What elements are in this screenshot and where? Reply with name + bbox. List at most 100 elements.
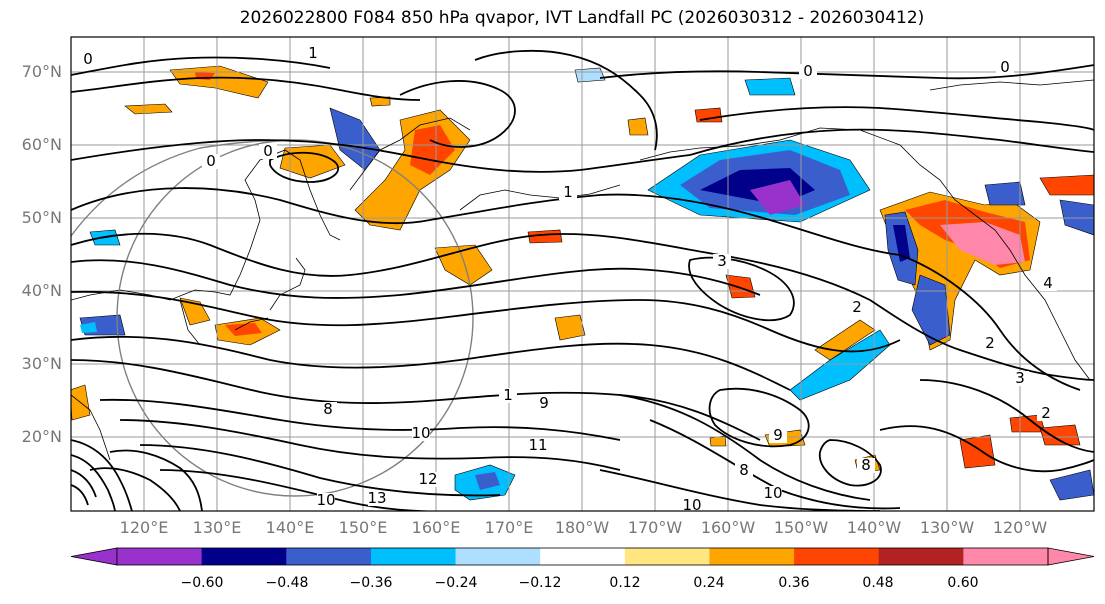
lon-label-160w: 160°W <box>700 518 756 537</box>
lon-label-140e: 140°E <box>265 518 315 537</box>
colorbar-extend-low <box>70 547 118 566</box>
contour-label-bg <box>368 491 386 506</box>
contour-label-bg <box>683 498 701 511</box>
coastlines <box>71 79 1094 461</box>
contour-label: 10 <box>682 496 701 514</box>
lat-label-20n: 20°N <box>21 427 62 446</box>
colorbar-tick-label: 0.36 <box>778 575 810 591</box>
lon-label-120w: 120°W <box>992 518 1048 537</box>
contour-label: 10 <box>763 484 782 502</box>
colorbar-tick-label: −0.60 <box>180 575 224 591</box>
contour-label: 11 <box>528 436 547 454</box>
colorbar-tick-label: 0.24 <box>693 575 725 591</box>
contour-label-bg <box>317 493 335 508</box>
lon-label-160e: 160°E <box>411 518 461 537</box>
contour-label-bg <box>319 402 337 417</box>
contour-label: 3 <box>1015 369 1025 387</box>
colorbar-segment <box>624 548 710 565</box>
qvapor-shading <box>71 65 1094 501</box>
contour-label-bg <box>1039 276 1057 291</box>
contour-label: 3 <box>717 252 727 270</box>
contour-label-bg <box>535 396 553 411</box>
lat-label-30n: 30°N <box>21 354 62 373</box>
map-title: 2026022800 F084 850 hPa qvapor, IVT Land… <box>239 8 925 28</box>
contour-label-bg <box>412 426 430 441</box>
colorbar-segment <box>794 548 880 565</box>
contour-label-bg <box>529 438 547 453</box>
contour-label: 0 <box>263 142 273 160</box>
contour-label: 1 <box>308 44 318 62</box>
colorbar-segment <box>286 548 372 565</box>
lat-label-70n: 70°N <box>21 62 62 81</box>
lon-label-170e: 170°E <box>484 518 534 537</box>
contour-label-bg <box>202 154 220 169</box>
contour-label: 4 <box>1043 274 1053 292</box>
contour-label-bg <box>713 254 731 269</box>
ivt-contours <box>71 49 1094 511</box>
contour-label: 2 <box>852 298 862 316</box>
contour-label-bg <box>981 336 999 351</box>
lat-label-50n: 50°N <box>21 208 62 227</box>
contour-label: 10 <box>316 491 335 509</box>
colorbar-segment <box>963 548 1049 565</box>
colorbar-segment <box>878 548 964 565</box>
colorbar <box>70 547 1095 566</box>
lon-label-130w: 130°W <box>919 518 975 537</box>
colorbar-segment <box>709 548 795 565</box>
contour-label-bg <box>79 52 97 67</box>
contour-label-bg <box>735 463 753 478</box>
contour-label-bg <box>559 185 577 200</box>
contour-label: 1 <box>563 183 573 201</box>
colorbar-tick-label: 0.12 <box>609 575 641 591</box>
colorbar-extend-high <box>1047 547 1095 566</box>
colorbar-tick-label: 0.60 <box>947 575 979 591</box>
contour-label-bg <box>259 144 277 159</box>
contour-label-bg <box>499 388 517 403</box>
colorbar-tick-label: −0.36 <box>349 575 393 591</box>
contour-label-bg <box>996 60 1014 75</box>
contour-label: 8 <box>861 456 871 474</box>
colorbar-tick-label: 0.48 <box>862 575 894 591</box>
map-gridlines <box>71 37 1094 511</box>
lat-label-60n: 60°N <box>21 135 62 154</box>
contour-label: 9 <box>539 394 549 412</box>
contour-label-bg <box>764 486 782 501</box>
contour-label: 0 <box>206 152 216 170</box>
lon-label-180w: 180°W <box>554 518 610 537</box>
contour-label: 10 <box>411 424 430 442</box>
lat-label-40n: 40°N <box>21 281 62 300</box>
contour-label: 12 <box>418 470 437 488</box>
colorbar-outline <box>116 547 1049 566</box>
colorbar-segment <box>117 548 203 565</box>
colorbar-segment <box>455 548 541 565</box>
contour-label-bg <box>1011 371 1029 386</box>
contour-label: 13 <box>367 489 386 507</box>
contour-label: 9 <box>773 426 783 444</box>
colorbar-tick-label: −0.24 <box>434 575 478 591</box>
contour-label: 2 <box>985 334 995 352</box>
contour-label-bg <box>304 46 322 61</box>
colorbar-segment <box>540 548 626 565</box>
colorbar-segment <box>201 548 287 565</box>
map-frame <box>70 36 1095 512</box>
lon-label-150e: 150°E <box>338 518 388 537</box>
lon-label-150w: 150°W <box>773 518 829 537</box>
contour-label: 2 <box>1041 404 1051 422</box>
contour-label: 0 <box>83 50 93 68</box>
contour-label: 0 <box>1000 58 1010 76</box>
contour-label: 8 <box>323 400 333 418</box>
contour-label-bg <box>419 472 437 487</box>
colorbar-tick-label: −0.48 <box>265 575 309 591</box>
lon-label-120e: 120°E <box>119 518 169 537</box>
lon-label-170w: 170°W <box>627 518 683 537</box>
colorbar-segment <box>370 548 457 565</box>
contour-label: 0 <box>803 62 813 80</box>
contour-label: 1 <box>503 386 513 404</box>
contour-label-bg <box>799 64 817 79</box>
contour-label: 8 <box>739 461 749 479</box>
contour-label-bg <box>857 458 875 473</box>
contour-label-bg <box>1037 406 1055 421</box>
contour-label-bg <box>769 428 787 443</box>
